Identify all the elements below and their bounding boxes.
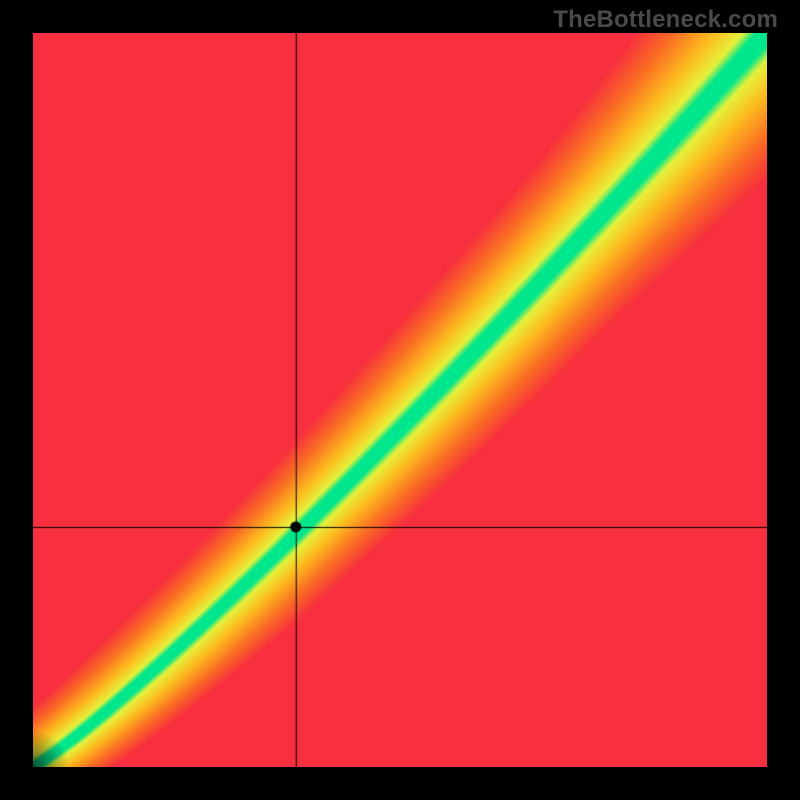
chart-frame [33, 33, 767, 767]
bottleneck-heatmap [33, 33, 767, 767]
watermark-label: TheBottleneck.com [553, 6, 778, 34]
